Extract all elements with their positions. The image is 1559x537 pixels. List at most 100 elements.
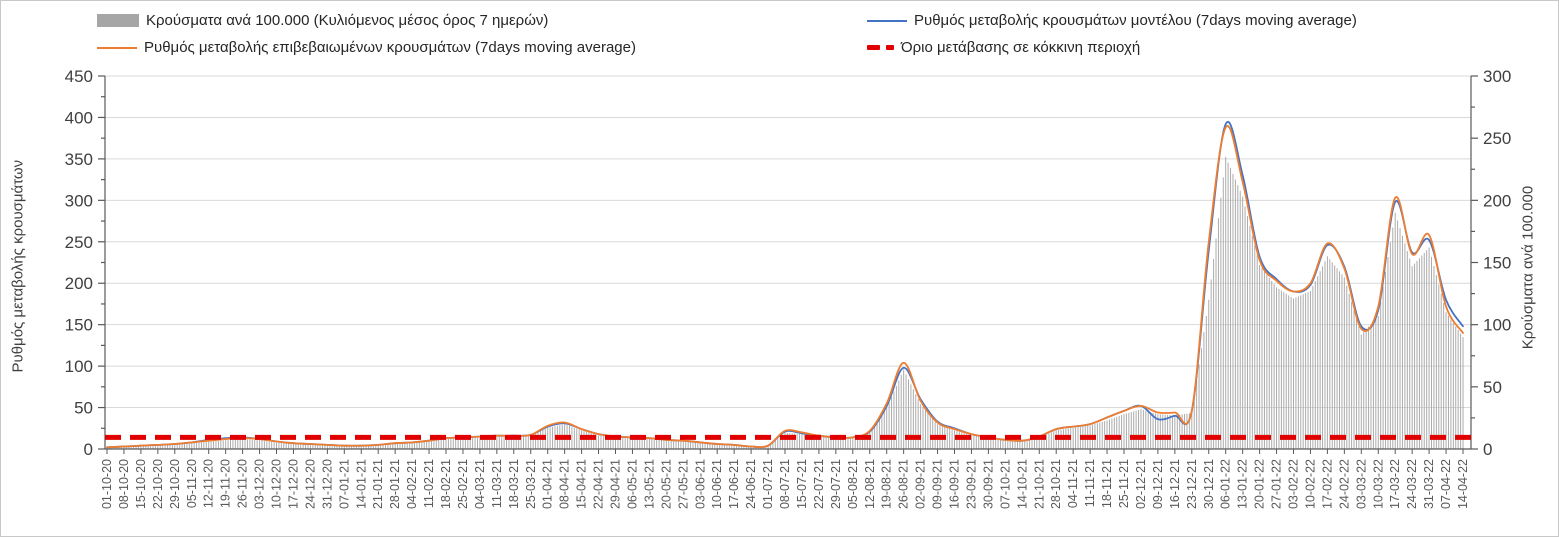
svg-text:07-10-21: 07-10-21	[998, 459, 1012, 509]
legend-label: Όριο μετάβασης σε κόκκινη περιοχή	[901, 39, 1141, 56]
svg-text:19-08-21: 19-08-21	[880, 459, 894, 509]
svg-text:22-07-21: 22-07-21	[812, 459, 826, 509]
svg-text:300: 300	[1483, 67, 1511, 86]
svg-text:200: 200	[1483, 191, 1511, 210]
legend-label: Ρυθμός μεταβολής επιβεβαιωμένων κρουσμάτ…	[144, 39, 636, 56]
svg-text:17-03-22: 17-03-22	[1388, 459, 1402, 509]
svg-text:06-01-22: 06-01-22	[1219, 459, 1233, 509]
svg-text:50: 50	[74, 399, 93, 418]
svg-text:08-07-21: 08-07-21	[778, 459, 792, 509]
svg-text:21-10-21: 21-10-21	[1032, 459, 1046, 509]
svg-text:11-02-21: 11-02-21	[422, 459, 436, 508]
svg-text:31-12-20: 31-12-20	[320, 459, 334, 509]
left-axis-title: Ρυθμός μεταβολής κρουσμάτων	[9, 159, 27, 373]
svg-text:17-02-22: 17-02-22	[1320, 459, 1334, 509]
svg-text:23-12-21: 23-12-21	[1185, 459, 1199, 509]
legend-item-red-zone-threshold: Όριο μετάβασης σε κόκκινη περιοχή	[867, 39, 1140, 56]
gray-bar-swatch-icon	[97, 14, 139, 27]
svg-text:03-06-21: 03-06-21	[693, 459, 707, 509]
svg-text:08-10-20: 08-10-20	[117, 459, 131, 509]
svg-text:24-06-21: 24-06-21	[744, 459, 758, 509]
svg-text:0: 0	[84, 440, 93, 459]
svg-text:250: 250	[65, 233, 93, 252]
svg-text:19-11-20: 19-11-20	[219, 459, 233, 508]
svg-text:150: 150	[1483, 254, 1511, 273]
svg-text:11-03-21: 11-03-21	[490, 459, 504, 508]
svg-text:27-05-21: 27-05-21	[676, 459, 690, 509]
svg-text:13-05-21: 13-05-21	[642, 459, 656, 509]
svg-text:14-10-21: 14-10-21	[1015, 459, 1029, 509]
svg-text:04-03-21: 04-03-21	[473, 459, 487, 509]
svg-text:14-01-21: 14-01-21	[354, 459, 368, 509]
svg-text:100: 100	[65, 357, 93, 376]
legend-label: Κρούσματα ανά 100.000 (Κυλιόμενος μέσος …	[146, 12, 549, 29]
svg-text:08-04-21: 08-04-21	[558, 459, 572, 509]
svg-text:03-02-22: 03-02-22	[1287, 459, 1301, 509]
svg-text:29-10-20: 29-10-20	[168, 459, 182, 509]
svg-text:25-02-21: 25-02-21	[456, 459, 470, 509]
svg-text:01-07-21: 01-07-21	[761, 459, 775, 509]
svg-text:01-04-21: 01-04-21	[541, 459, 555, 509]
legend-item-confirmed-rate: Ρυθμός μεταβολής επιβεβαιωμένων κρουσμάτ…	[97, 39, 636, 56]
red-dash-swatch-icon	[867, 45, 894, 50]
svg-text:05-11-20: 05-11-20	[185, 459, 199, 508]
svg-text:07-01-21: 07-01-21	[337, 459, 351, 509]
svg-text:02-09-21: 02-09-21	[914, 459, 928, 509]
svg-text:24-12-20: 24-12-20	[303, 459, 317, 509]
right-axis-title: Κρούσματα ανά 100.000	[1519, 185, 1537, 350]
svg-text:05-08-21: 05-08-21	[846, 459, 860, 509]
svg-text:200: 200	[65, 274, 93, 293]
svg-text:16-12-21: 16-12-21	[1168, 459, 1182, 509]
svg-text:10-06-21: 10-06-21	[710, 459, 724, 509]
svg-text:20-01-22: 20-01-22	[1253, 459, 1267, 509]
svg-text:0: 0	[1483, 440, 1492, 459]
svg-text:30-09-21: 30-09-21	[981, 459, 995, 509]
svg-text:450: 450	[65, 67, 93, 86]
svg-text:10-12-20: 10-12-20	[270, 459, 284, 509]
svg-text:23-09-21: 23-09-21	[964, 459, 978, 509]
svg-text:29-04-21: 29-04-21	[609, 459, 623, 509]
svg-text:22-04-21: 22-04-21	[592, 459, 606, 509]
svg-text:300: 300	[65, 191, 93, 210]
svg-text:400: 400	[65, 108, 93, 127]
svg-text:10-03-22: 10-03-22	[1371, 459, 1385, 509]
svg-text:50: 50	[1483, 378, 1502, 397]
svg-text:13-01-22: 13-01-22	[1236, 459, 1250, 509]
svg-text:28-10-21: 28-10-21	[1049, 459, 1063, 509]
svg-text:04-02-21: 04-02-21	[405, 459, 419, 509]
svg-text:14-04-22: 14-04-22	[1456, 459, 1470, 509]
svg-text:29-07-21: 29-07-21	[829, 459, 843, 509]
legend-item-model-rate: Ρυθμός μεταβολής κρουσμάτων μοντέλου (7d…	[867, 12, 1357, 29]
svg-text:30-12-21: 30-12-21	[1202, 459, 1216, 509]
svg-text:16-09-21: 16-09-21	[948, 459, 962, 509]
svg-text:03-03-22: 03-03-22	[1354, 459, 1368, 509]
svg-text:21-01-21: 21-01-21	[371, 459, 385, 509]
svg-text:04-11-21: 04-11-21	[1066, 459, 1080, 508]
svg-text:09-12-21: 09-12-21	[1151, 459, 1165, 509]
svg-text:03-12-20: 03-12-20	[253, 459, 267, 509]
svg-text:17-06-21: 17-06-21	[727, 459, 741, 509]
blue-line-swatch-icon	[867, 19, 907, 22]
svg-text:12-11-20: 12-11-20	[202, 459, 216, 508]
svg-text:25-11-21: 25-11-21	[1117, 459, 1131, 508]
svg-text:18-11-21: 18-11-21	[1100, 459, 1114, 508]
svg-text:17-12-20: 17-12-20	[286, 459, 300, 509]
legend-label: Ρυθμός μεταβολής κρουσμάτων μοντέλου (7d…	[914, 12, 1357, 29]
orange-line-swatch-icon	[97, 46, 137, 49]
svg-text:10-02-22: 10-02-22	[1303, 459, 1317, 509]
svg-text:26-11-20: 26-11-20	[236, 459, 250, 508]
svg-text:15-04-21: 15-04-21	[575, 459, 589, 509]
legend-item-cases-per-100k: Κρούσματα ανά 100.000 (Κυλιόμενος μέσος …	[97, 12, 548, 29]
svg-text:350: 350	[65, 150, 93, 169]
svg-text:07-04-22: 07-04-22	[1439, 459, 1453, 509]
svg-text:15-07-21: 15-07-21	[795, 459, 809, 509]
svg-text:15-10-20: 15-10-20	[134, 459, 148, 509]
svg-text:12-08-21: 12-08-21	[863, 459, 877, 509]
svg-text:25-03-21: 25-03-21	[524, 459, 538, 509]
svg-text:06-05-21: 06-05-21	[625, 459, 639, 509]
svg-text:02-12-21: 02-12-21	[1134, 459, 1148, 509]
svg-text:20-05-21: 20-05-21	[659, 459, 673, 509]
svg-text:18-02-21: 18-02-21	[439, 459, 453, 509]
